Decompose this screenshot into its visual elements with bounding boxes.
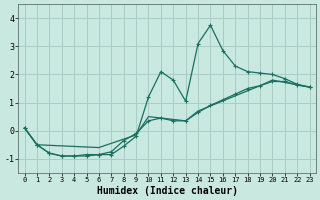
- X-axis label: Humidex (Indice chaleur): Humidex (Indice chaleur): [97, 186, 237, 196]
